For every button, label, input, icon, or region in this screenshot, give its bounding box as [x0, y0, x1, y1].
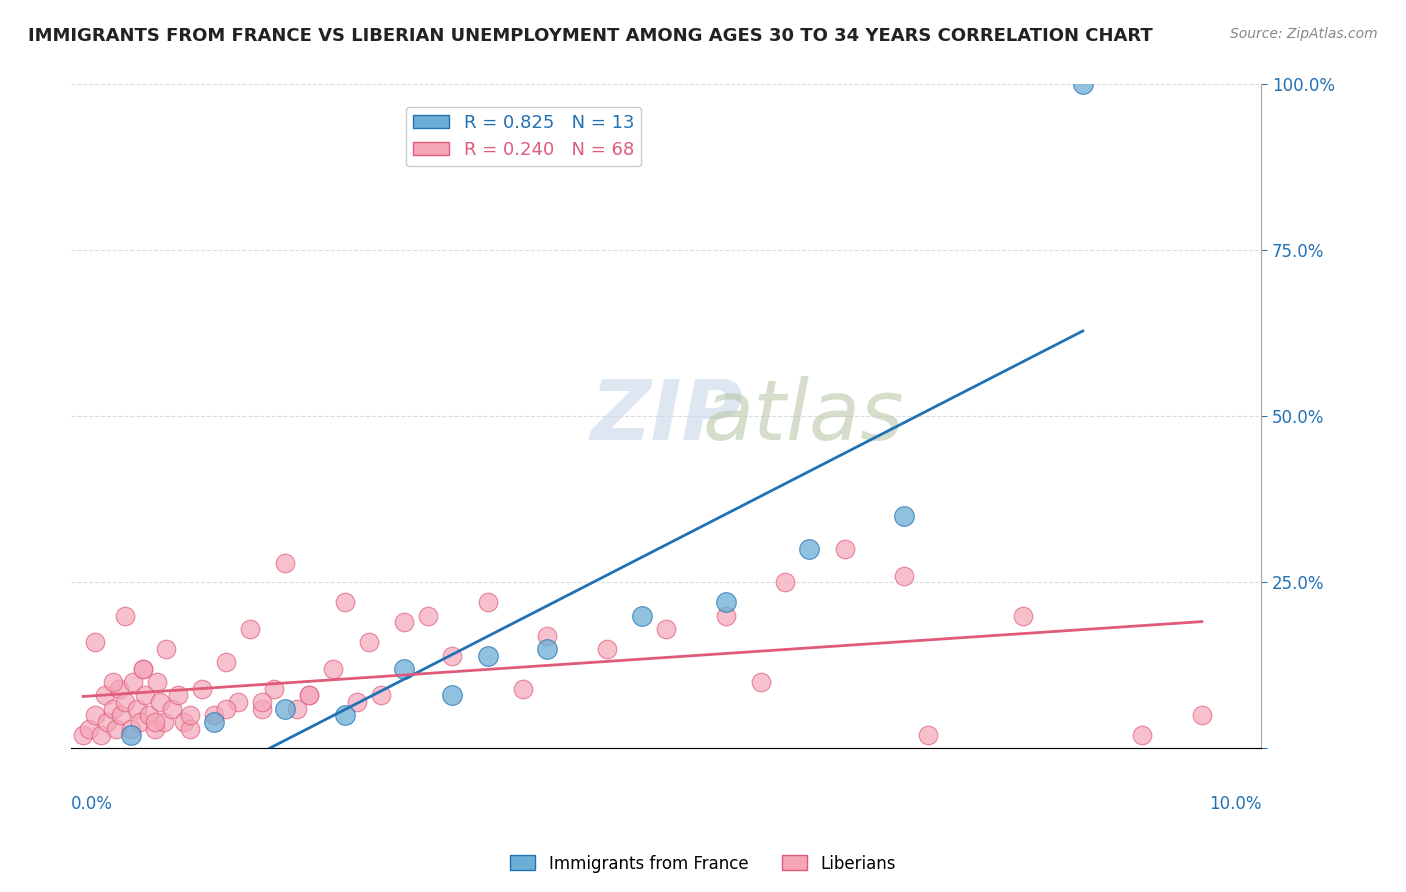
- Point: [131, 662, 153, 676]
- Point: [215, 701, 238, 715]
- Point: [1012, 608, 1035, 623]
- Point: [72, 728, 94, 742]
- Point: [441, 648, 464, 663]
- Point: [191, 681, 214, 696]
- Point: [143, 714, 166, 729]
- Point: [167, 689, 190, 703]
- Point: [143, 722, 166, 736]
- Point: [239, 622, 262, 636]
- Point: [93, 689, 115, 703]
- Point: [512, 681, 534, 696]
- Point: [322, 662, 344, 676]
- Point: [263, 681, 285, 696]
- Point: [155, 641, 177, 656]
- Point: [226, 695, 249, 709]
- Point: [114, 608, 136, 623]
- Point: [536, 641, 558, 656]
- Point: [179, 722, 201, 736]
- Text: ZIP: ZIP: [591, 376, 742, 457]
- Point: [370, 689, 392, 703]
- Point: [179, 708, 201, 723]
- Point: [394, 615, 416, 630]
- Text: 10.0%: 10.0%: [1209, 795, 1261, 813]
- Legend: R = 0.825   N = 13, R = 0.240   N = 68: R = 0.825 N = 13, R = 0.240 N = 68: [406, 107, 641, 166]
- Point: [477, 595, 499, 609]
- Point: [131, 662, 153, 676]
- Point: [394, 662, 416, 676]
- Point: [274, 701, 297, 715]
- Point: [775, 575, 797, 590]
- Point: [751, 675, 773, 690]
- Point: [101, 675, 124, 690]
- Point: [357, 635, 380, 649]
- Point: [250, 701, 273, 715]
- Point: [834, 542, 856, 557]
- Point: [893, 569, 915, 583]
- Point: [1071, 78, 1094, 92]
- Point: [149, 695, 172, 709]
- Point: [655, 622, 678, 636]
- Point: [77, 722, 100, 736]
- Text: 0.0%: 0.0%: [72, 795, 112, 813]
- Point: [96, 714, 118, 729]
- Point: [173, 714, 195, 729]
- Point: [129, 714, 152, 729]
- Point: [105, 722, 128, 736]
- Point: [441, 689, 464, 703]
- Point: [274, 556, 297, 570]
- Point: [333, 595, 356, 609]
- Point: [714, 595, 737, 609]
- Point: [202, 714, 225, 729]
- Point: [202, 708, 225, 723]
- Point: [84, 708, 107, 723]
- Point: [153, 714, 176, 729]
- Point: [250, 695, 273, 709]
- Point: [596, 641, 619, 656]
- Point: [477, 648, 499, 663]
- Point: [714, 608, 737, 623]
- Point: [110, 708, 132, 723]
- Point: [298, 689, 321, 703]
- Point: [120, 728, 142, 742]
- Point: [893, 509, 915, 524]
- Point: [101, 701, 124, 715]
- Point: [917, 728, 939, 742]
- Legend: Immigrants from France, Liberians: Immigrants from France, Liberians: [503, 848, 903, 880]
- Point: [1191, 708, 1213, 723]
- Point: [108, 681, 131, 696]
- Text: Source: ZipAtlas.com: Source: ZipAtlas.com: [1230, 27, 1378, 41]
- Point: [333, 708, 356, 723]
- Point: [114, 695, 136, 709]
- Point: [84, 635, 107, 649]
- Point: [418, 608, 440, 623]
- Point: [134, 689, 156, 703]
- Point: [120, 722, 142, 736]
- Point: [122, 675, 145, 690]
- Point: [162, 701, 184, 715]
- Point: [90, 728, 112, 742]
- Point: [1130, 728, 1153, 742]
- Text: IMMIGRANTS FROM FRANCE VS LIBERIAN UNEMPLOYMENT AMONG AGES 30 TO 34 YEARS CORREL: IMMIGRANTS FROM FRANCE VS LIBERIAN UNEMP…: [28, 27, 1153, 45]
- Point: [125, 701, 148, 715]
- Point: [285, 701, 308, 715]
- Point: [215, 655, 238, 669]
- Point: [138, 708, 160, 723]
- Point: [631, 608, 654, 623]
- Point: [536, 629, 558, 643]
- Point: [797, 542, 820, 557]
- Text: atlas: atlas: [703, 376, 904, 457]
- Point: [346, 695, 368, 709]
- Point: [146, 675, 169, 690]
- Point: [298, 689, 321, 703]
